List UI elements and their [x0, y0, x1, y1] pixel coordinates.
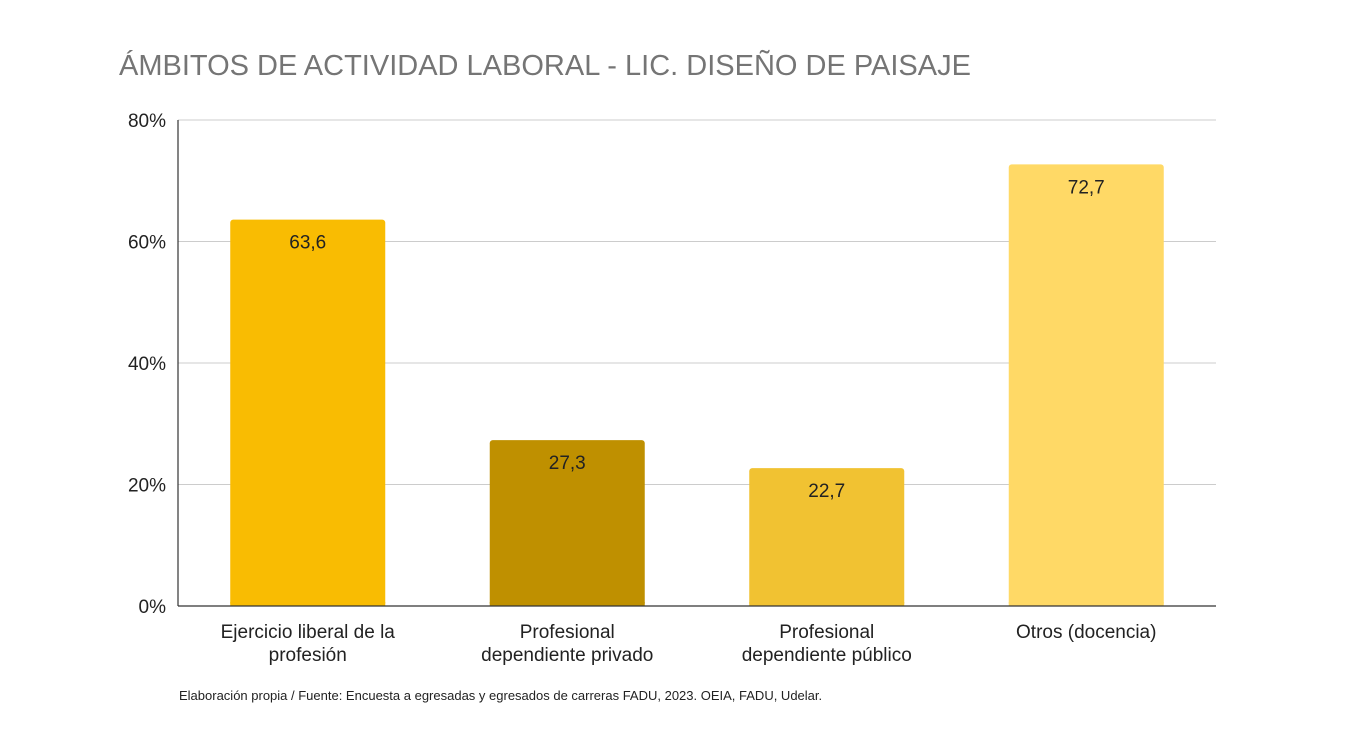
bar: [489, 440, 645, 606]
x-tick-label: Profesional: [779, 622, 874, 643]
bars: [230, 164, 1164, 606]
bar-base: [749, 602, 905, 606]
bar: [230, 219, 386, 606]
y-tick-label: 20%: [128, 476, 166, 497]
bar-base: [489, 602, 645, 606]
bar-value-label: 63,6: [289, 233, 326, 254]
source-note: Elaboración propia / Fuente: Encuesta a …: [179, 688, 823, 703]
chart-title: ÁMBITOS DE ACTIVIDAD LABORAL - LIC. DISE…: [119, 50, 971, 82]
x-tick-label: dependiente público: [742, 645, 912, 666]
labels: 0% 20% 40% 60% 80% 63,6 Ejercicio liberal de l…: [128, 111, 1157, 666]
bar: [749, 468, 905, 606]
x-tick-label: Ejercicio liberal de la: [221, 622, 396, 643]
bar-base: [1008, 602, 1164, 606]
x-tick-label: Profesional: [520, 622, 615, 643]
bar-base: [230, 602, 386, 606]
y-tick-label: 0%: [139, 597, 167, 618]
bar: [1008, 164, 1164, 606]
x-tick-label: Otros (docencia): [1016, 622, 1156, 643]
x-tick-label: dependiente privado: [481, 645, 653, 666]
y-tick-label: 60%: [128, 233, 166, 254]
axes: [177, 120, 1216, 607]
bar-value-label: 27,3: [549, 453, 586, 474]
bar-value-label: 72,7: [1068, 177, 1105, 198]
bar-value-label: 22,7: [808, 481, 845, 502]
x-tick-label: profesión: [269, 645, 347, 666]
y-tick-label: 40%: [128, 354, 166, 375]
y-tick-label: 80%: [128, 111, 166, 132]
